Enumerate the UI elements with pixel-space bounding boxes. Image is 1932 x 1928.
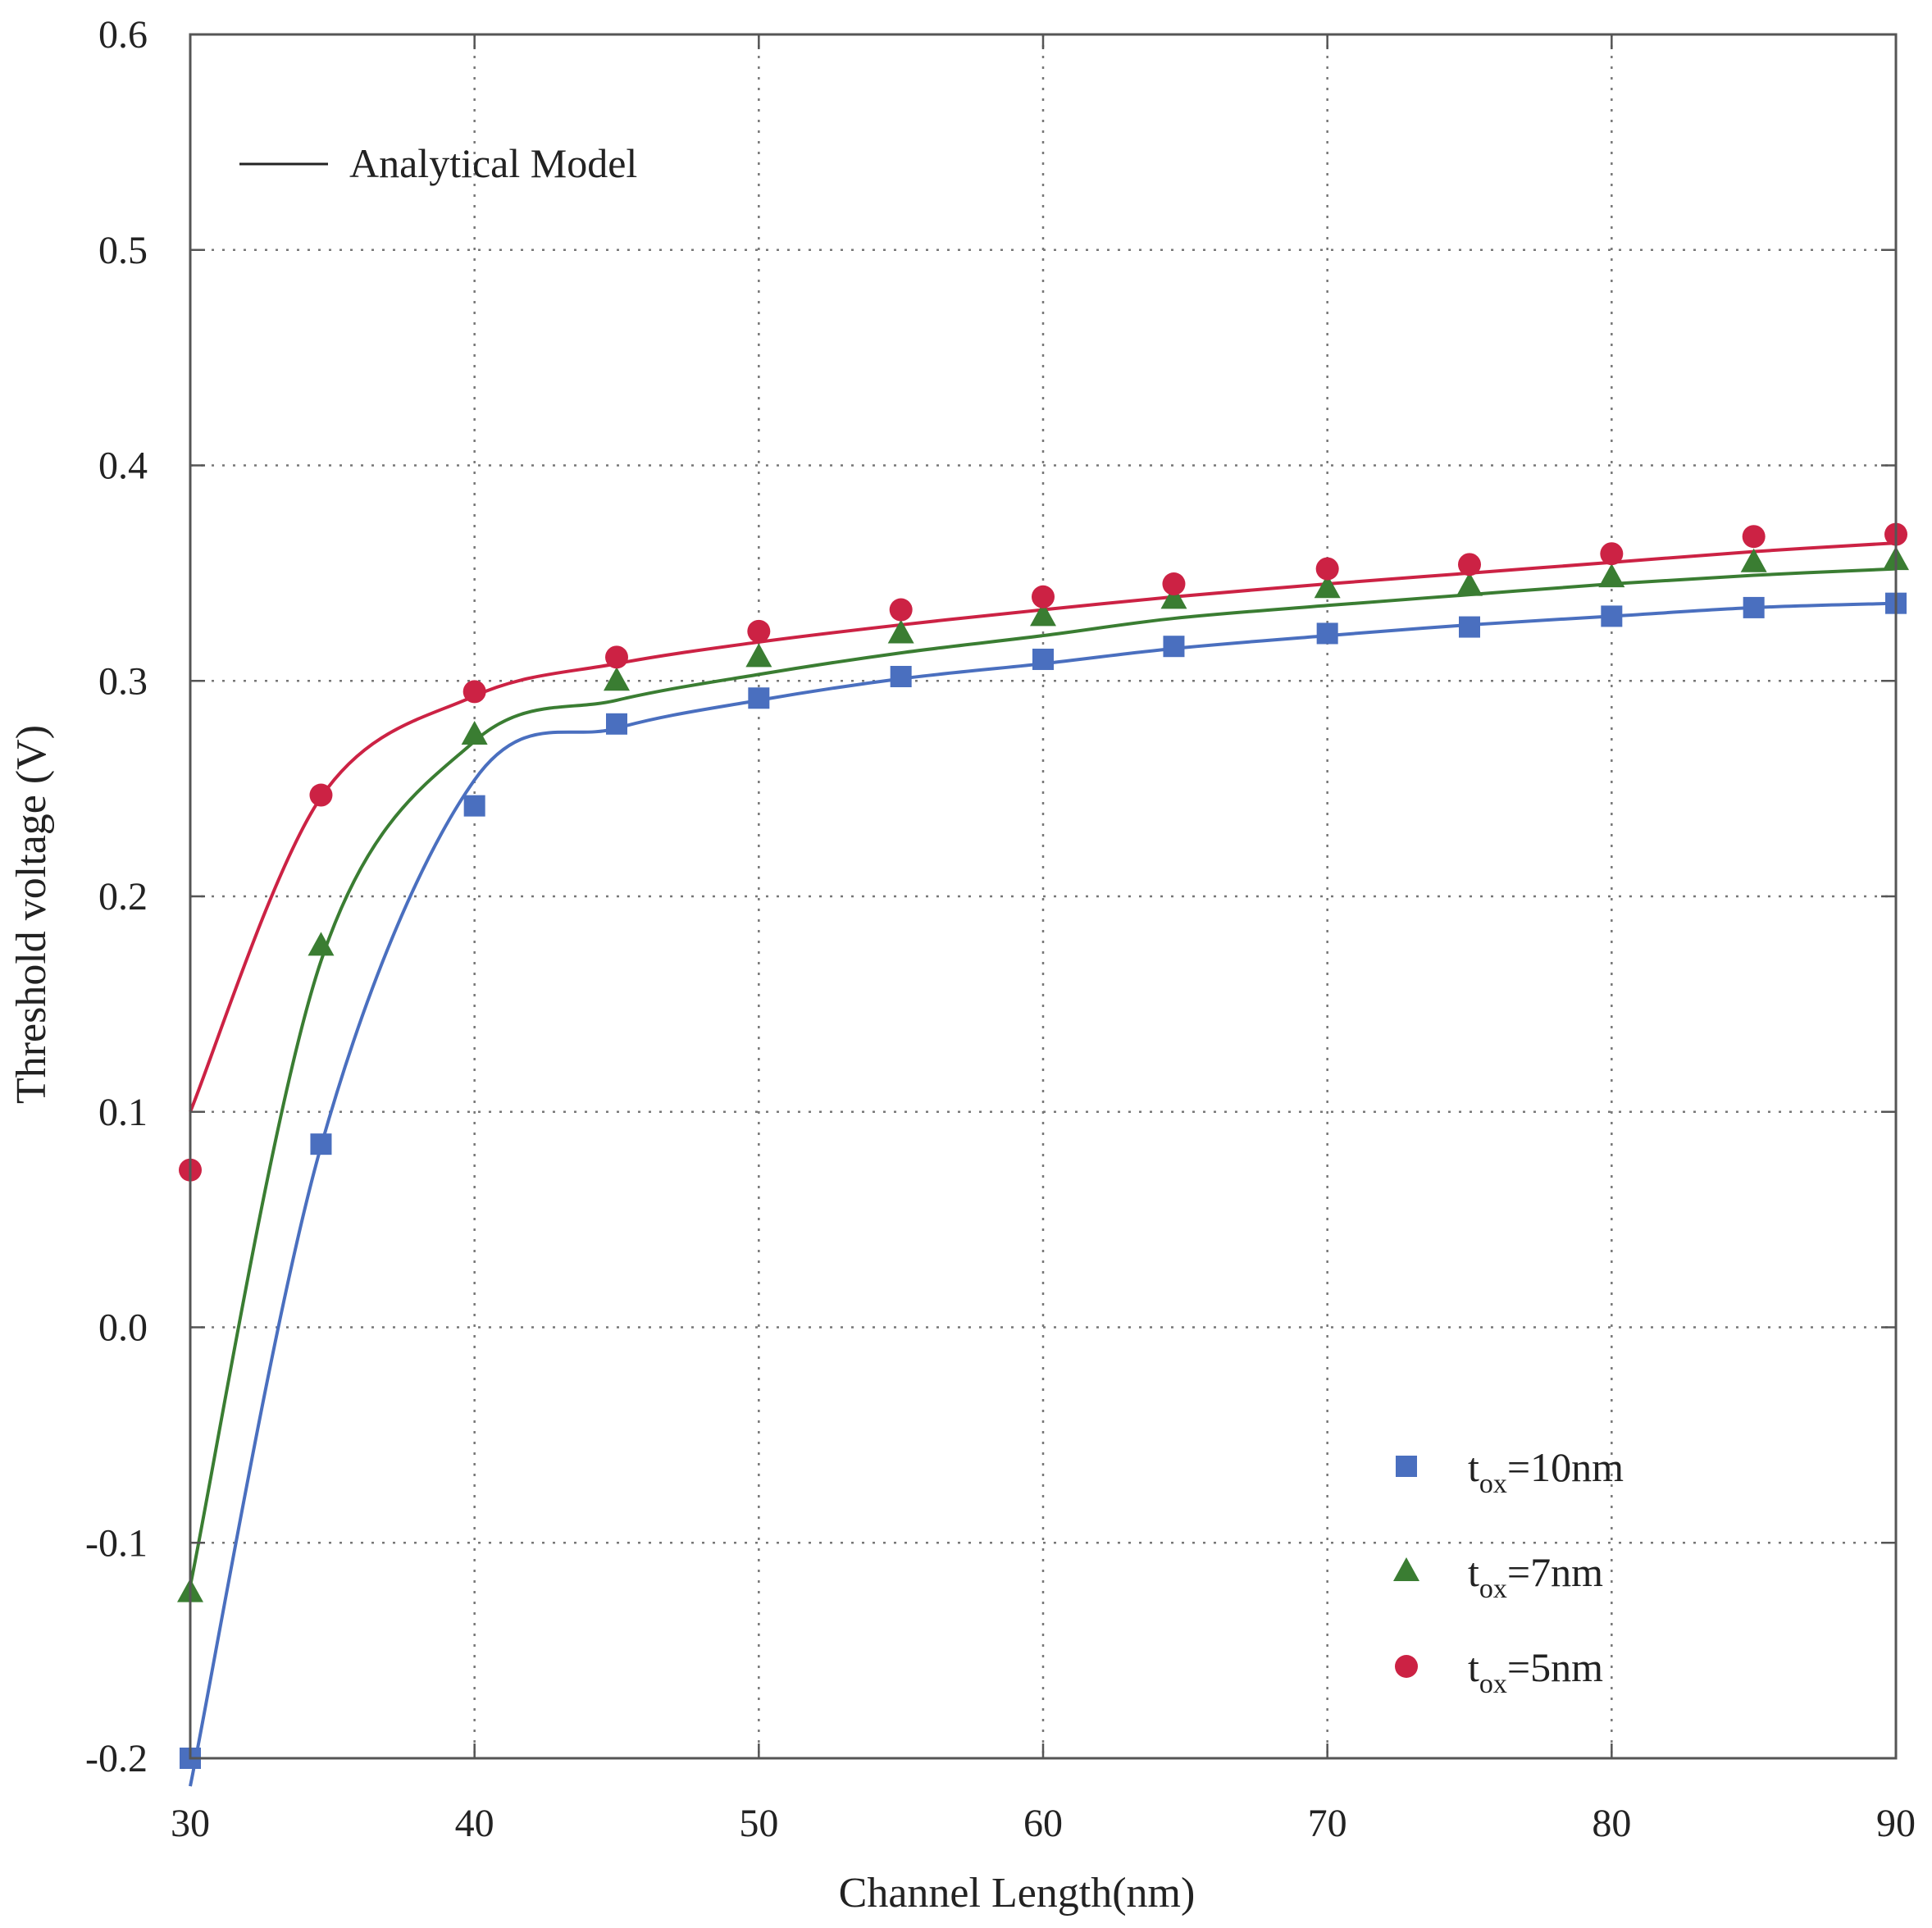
data-point-tox-10nm-2 xyxy=(463,795,485,817)
x-tick-label-60: 60 xyxy=(1023,1802,1063,1845)
y-tick-label-0.3: 0.3 xyxy=(98,659,148,703)
data-point-tox-10nm-7 xyxy=(1163,636,1185,658)
data-point-tox-5nm-3 xyxy=(605,645,628,669)
x-tick-label-30: 30 xyxy=(171,1802,210,1845)
tick-labels: 30 40 50 60 70 80 90 -0.2 -0.1 0.0 0.1 0.2 0.3 0.4 0.5… xyxy=(85,13,1916,1845)
y-tick-label-0.2: 0.2 xyxy=(98,875,148,918)
data-point-tox-10nm-4 xyxy=(748,687,770,709)
x-tick-label-70: 70 xyxy=(1308,1802,1347,1845)
y-tick-label-0.1: 0.1 xyxy=(98,1091,148,1134)
data-markers xyxy=(177,522,1909,1769)
grid xyxy=(190,34,1896,1758)
data-point-tox-10nm-1 xyxy=(310,1133,332,1155)
legend-marker-tox-5nm xyxy=(1395,1655,1418,1678)
legend-label-tox-10nm: tox=10nm xyxy=(1468,1444,1624,1499)
data-point-tox-10nm-11 xyxy=(1743,596,1765,618)
data-point-tox-7nm-11 xyxy=(1740,548,1767,572)
series-legend: tox=10nm tox=7nm tox=5nm xyxy=(1393,1444,1624,1699)
model-curve-tox-7nm xyxy=(189,567,1897,1587)
model-legend: Analytical Model xyxy=(239,140,637,186)
data-point-tox-7nm-4 xyxy=(745,643,772,668)
data-point-tox-10nm-6 xyxy=(1032,648,1054,670)
data-point-tox-7nm-8 xyxy=(1314,574,1341,599)
data-point-tox-10nm-3 xyxy=(606,713,627,735)
data-point-tox-7nm-3 xyxy=(604,667,630,691)
y-tick-label--0.1: -0.1 xyxy=(85,1521,148,1565)
y-tick-label-0.0: 0.0 xyxy=(98,1306,148,1350)
y-tick-label-0.5: 0.5 xyxy=(98,229,148,272)
x-tick-label-80: 80 xyxy=(1592,1802,1631,1845)
x-tick-label-50: 50 xyxy=(739,1802,778,1845)
data-point-tox-10nm-9 xyxy=(1459,616,1480,638)
x-tick-label-90: 90 xyxy=(1876,1802,1916,1845)
data-point-tox-5nm-9 xyxy=(1458,553,1481,577)
data-point-tox-7nm-9 xyxy=(1456,572,1483,596)
legend-label-tox-5nm: tox=5nm xyxy=(1468,1644,1603,1699)
x-tick-label-40: 40 xyxy=(455,1802,494,1845)
data-point-tox-7nm-10 xyxy=(1598,563,1625,588)
data-point-tox-7nm-7 xyxy=(1160,585,1187,609)
data-point-tox-10nm-8 xyxy=(1316,622,1338,645)
model-curve-tox-10nm xyxy=(189,601,1897,1787)
y-tick-label--0.2: -0.2 xyxy=(85,1737,148,1780)
data-point-tox-5nm-2 xyxy=(462,680,486,704)
data-point-tox-5nm-1 xyxy=(309,783,333,807)
legend-marker-tox-10nm xyxy=(1396,1456,1417,1477)
model-legend-label: Analytical Model xyxy=(349,140,637,186)
data-point-tox-5nm-11 xyxy=(1742,525,1766,549)
data-point-tox-7nm-2 xyxy=(461,720,488,745)
data-point-tox-10nm-10 xyxy=(1601,605,1623,627)
data-point-tox-7nm-1 xyxy=(308,932,335,956)
data-point-tox-7nm-6 xyxy=(1030,602,1056,627)
y-axis-title: Threshold voltage (V) xyxy=(8,725,55,1104)
data-point-tox-5nm-10 xyxy=(1600,542,1624,566)
data-point-tox-5nm-5 xyxy=(889,598,913,622)
legend-marker-tox-7nm xyxy=(1393,1557,1419,1581)
x-axis-title: Channel Length(nm) xyxy=(839,1870,1196,1917)
data-point-tox-10nm-5 xyxy=(890,665,912,687)
data-point-tox-7nm-5 xyxy=(887,619,914,644)
data-point-tox-5nm-6 xyxy=(1032,585,1055,608)
data-point-tox-5nm-4 xyxy=(747,619,771,643)
y-tick-label-0.6: 0.6 xyxy=(98,13,148,57)
legend-label-tox-7nm: tox=7nm xyxy=(1468,1549,1603,1604)
data-point-tox-5nm-7 xyxy=(1162,572,1186,596)
data-point-tox-5nm-8 xyxy=(1315,557,1339,581)
y-tick-label-0.4: 0.4 xyxy=(98,444,148,488)
